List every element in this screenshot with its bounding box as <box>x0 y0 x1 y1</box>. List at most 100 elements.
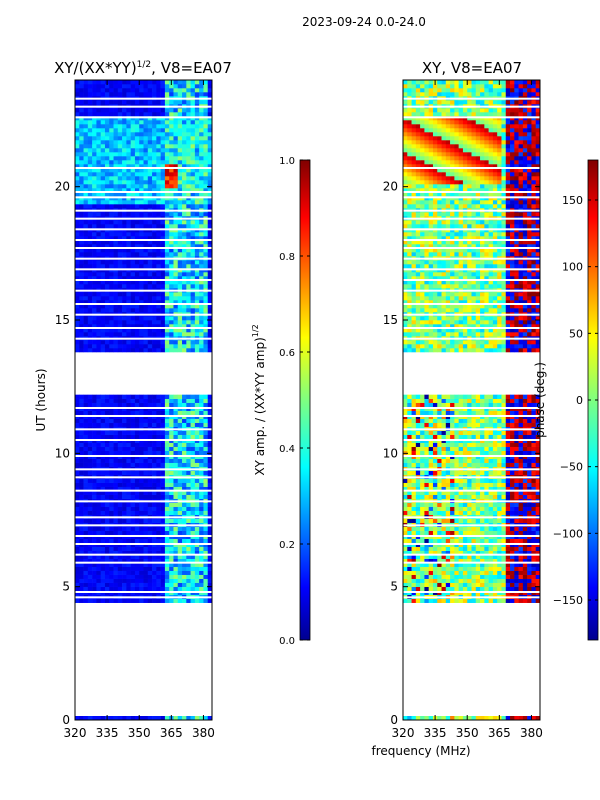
heatmap-cell <box>169 200 174 205</box>
amplitude-colorbar-label: XY amp. / (XX*YY amp)1/2 <box>251 324 267 475</box>
heatmap-cell <box>177 284 183 289</box>
heatmap-cell <box>492 554 498 559</box>
missing-data-row <box>75 247 212 249</box>
heatmap-cell <box>75 204 80 209</box>
heatmap-cell <box>501 550 507 555</box>
heatmap-cell <box>147 276 153 281</box>
heatmap-cell <box>96 132 101 137</box>
heatmap-cell <box>147 716 153 721</box>
heatmap-cell <box>100 188 106 193</box>
heatmap-cell <box>122 394 127 399</box>
heatmap-cell <box>83 418 89 423</box>
heatmap-cell <box>122 598 127 603</box>
heatmap-cell <box>96 582 101 587</box>
heatmap-cell <box>75 176 80 181</box>
heatmap-cell <box>190 244 196 249</box>
heatmap-cell <box>407 482 412 487</box>
heatmap-cell <box>173 398 179 403</box>
heatmap-cell <box>104 562 110 567</box>
heatmap-cell <box>428 578 434 583</box>
heatmap-cell <box>117 144 123 149</box>
heatmap-cell <box>113 264 119 269</box>
heatmap-cell <box>164 224 170 229</box>
heatmap-cell <box>152 260 157 265</box>
heatmap-cell <box>173 348 179 353</box>
heatmap-cell <box>122 236 127 241</box>
heatmap-cell <box>177 120 183 125</box>
heatmap-cell <box>445 538 451 543</box>
heatmap-cell <box>156 482 161 487</box>
heatmap-cell <box>407 502 412 507</box>
heatmap-cell <box>160 530 166 535</box>
heatmap-cell <box>492 558 498 563</box>
heatmap-cell <box>104 224 110 229</box>
missing-data-row <box>75 257 212 260</box>
heatmap-cell <box>535 566 541 571</box>
heatmap-cell <box>79 486 84 491</box>
heatmap-cell <box>160 494 166 499</box>
heatmap-cell <box>104 244 110 249</box>
heatmap-cell <box>130 554 136 559</box>
heatmap-cell <box>139 348 144 353</box>
heatmap-cell <box>130 188 136 193</box>
heatmap-cell <box>134 164 140 169</box>
heatmap-cell <box>96 252 101 257</box>
heatmap-cell <box>190 558 196 563</box>
heatmap-cell <box>96 430 101 435</box>
heatmap-cell <box>122 410 127 415</box>
heatmap-cell <box>113 140 119 145</box>
heatmap-cell <box>194 100 200 105</box>
heatmap-cell <box>403 530 408 535</box>
heatmap-cell <box>177 232 183 237</box>
heatmap-cell <box>194 716 200 721</box>
heatmap-cell <box>484 478 489 483</box>
heatmap-cell <box>147 160 153 165</box>
heatmap-cell <box>87 518 93 523</box>
heatmap-cell <box>109 586 114 591</box>
heatmap-cell <box>79 148 84 153</box>
heatmap-cell <box>113 340 119 345</box>
heatmap-cell <box>177 100 183 105</box>
heatmap-cell <box>160 470 166 475</box>
heatmap-cell <box>130 530 136 535</box>
heatmap-cell <box>104 264 110 269</box>
heatmap-cell <box>126 332 131 337</box>
heatmap-cell <box>492 586 498 591</box>
heatmap-cell <box>122 200 127 205</box>
heatmap-cell <box>173 156 179 161</box>
heatmap-cell <box>480 518 485 523</box>
heatmap-cell <box>497 550 502 555</box>
heatmap-cell <box>79 296 84 301</box>
heatmap-cell <box>134 574 140 579</box>
heatmap-cell <box>143 418 149 423</box>
heatmap-cell <box>96 502 101 507</box>
heatmap-cell <box>420 538 425 543</box>
heatmap-cell <box>510 538 515 543</box>
heatmap-cell <box>92 470 97 475</box>
heatmap-cell <box>199 442 204 447</box>
heatmap-cell <box>424 530 429 535</box>
heatmap-cell <box>403 586 408 591</box>
heatmap-cell <box>87 394 93 399</box>
heatmap-cell <box>177 292 183 297</box>
heatmap-cell <box>113 434 119 439</box>
heatmap-cell <box>182 124 187 129</box>
heatmap-cell <box>203 212 209 217</box>
heatmap-cell <box>182 494 187 499</box>
heatmap-cell <box>207 212 213 217</box>
heatmap-cell <box>424 482 429 487</box>
heatmap-cell <box>199 224 204 229</box>
heatmap-cell <box>130 108 136 113</box>
heatmap-cell <box>109 574 114 579</box>
heatmap-cell <box>75 486 80 491</box>
heatmap-cell <box>75 482 80 487</box>
heatmap-cell <box>450 566 455 571</box>
heatmap-cell <box>190 132 196 137</box>
heatmap-cell <box>113 716 119 721</box>
heatmap-cell <box>475 518 481 523</box>
heatmap-cell <box>109 156 114 161</box>
heatmap-cell <box>117 478 123 483</box>
heatmap-cell <box>203 348 209 353</box>
y-tick-label: 10 <box>55 446 70 460</box>
heatmap-cell <box>126 272 131 277</box>
